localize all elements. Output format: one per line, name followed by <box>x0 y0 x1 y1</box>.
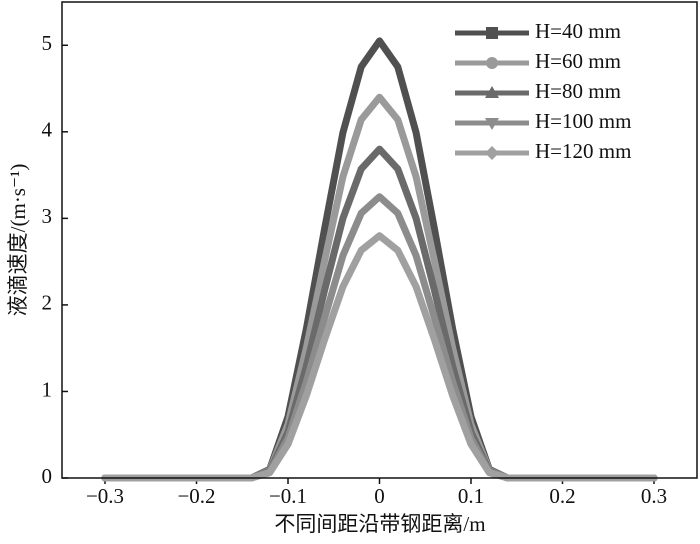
legend-marker <box>485 118 499 130</box>
legend-label: H=40 mm <box>535 19 621 43</box>
x-tick-label: −0.3 <box>86 484 124 508</box>
x-tick-label: −0.1 <box>269 484 307 508</box>
y-tick-label: 4 <box>42 118 53 142</box>
legend-label: H=100 mm <box>535 109 631 133</box>
series-line <box>101 37 658 482</box>
x-axis-label: 不同间距沿带钢距离/m <box>274 512 485 536</box>
y-tick-label: 0 <box>42 464 53 488</box>
x-tick-label: −0.2 <box>177 484 215 508</box>
x-tick-label: 0.1 <box>458 484 484 508</box>
legend-marker <box>485 86 499 98</box>
x-tick-label: 0 <box>374 484 385 508</box>
y-tick-label: 2 <box>42 291 53 315</box>
y-tick-label: 3 <box>42 204 53 228</box>
y-tick-label: 1 <box>42 377 53 401</box>
series-line <box>101 232 658 482</box>
y-axis-label: 液滴速度/(m·s⁻¹) <box>6 164 30 317</box>
legend-marker <box>485 146 499 160</box>
x-tick-label: 0.3 <box>641 484 667 508</box>
plot-frame <box>61 1 698 479</box>
legend-label: H=60 mm <box>535 49 621 73</box>
legend-label: H=120 mm <box>535 139 631 163</box>
legend-label: H=80 mm <box>535 79 621 103</box>
legend-marker <box>486 27 498 39</box>
x-tick-label: 0.2 <box>549 484 575 508</box>
legend-marker <box>486 57 498 69</box>
y-tick-label: 5 <box>42 31 53 55</box>
